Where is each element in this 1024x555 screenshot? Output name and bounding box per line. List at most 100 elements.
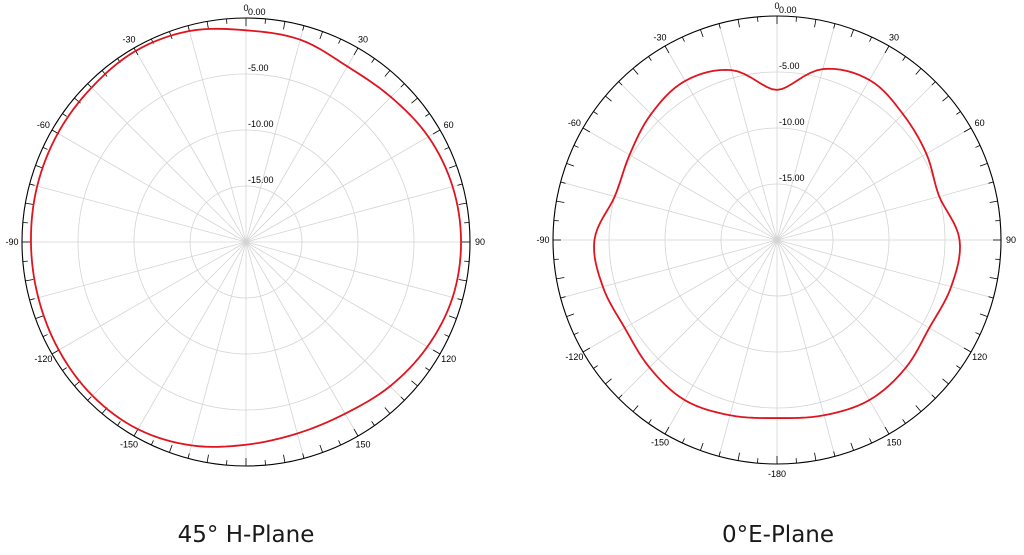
angle-label: 90: [475, 237, 485, 247]
angle-tick: [942, 378, 949, 385]
angle-tick: [989, 277, 998, 280]
h-plane-title: 45° H-Plane: [177, 522, 315, 548]
angle-tick: [979, 163, 988, 167]
angle-tick: [573, 144, 579, 148]
grid-ring: [133, 129, 359, 355]
angle-tick: [35, 315, 44, 319]
angle-tick: [42, 334, 48, 338]
angle-tick: [700, 442, 704, 451]
angle-tick: [989, 200, 998, 203]
angle-tick: [353, 428, 359, 437]
angle-tick: [25, 202, 34, 205]
angle-tick: [869, 438, 873, 444]
e-plane-title: 0°E-Plane: [721, 522, 835, 548]
angle-label: 120: [972, 352, 987, 362]
h-plane-polar-plot: 0.00 -5.00 -10.00 -15.00 0 30 60 90 120 150 -150 -1…: [5, 3, 485, 467]
ring-label: 0.00: [779, 5, 797, 15]
angle-tick: [814, 452, 817, 461]
angle-tick: [915, 68, 922, 75]
angle-tick: [384, 407, 391, 414]
angle-label: -120: [34, 354, 52, 364]
angle-tick: [319, 444, 323, 453]
angle-tick: [457, 298, 463, 301]
angle-tick: [87, 83, 92, 88]
angle-label: 0: [243, 3, 248, 13]
angle-tick: [458, 202, 467, 205]
angle-tick: [169, 444, 173, 453]
angle-tick: [448, 165, 457, 169]
angle-tick: [963, 347, 972, 353]
ring-label: -5.00: [248, 63, 269, 73]
angle-tick: [448, 315, 457, 319]
angle-tick: [133, 428, 139, 437]
angle-tick: [384, 70, 391, 77]
angle-tick: [319, 31, 323, 40]
angle-tick: [87, 396, 92, 401]
angle-tick: [988, 296, 994, 299]
angle-tick: [988, 181, 994, 184]
grid-ring: [720, 183, 834, 297]
angle-tick: [593, 111, 598, 115]
angle-tick: [814, 19, 817, 28]
ring-label: -5.00: [779, 61, 800, 71]
angle-tick: [573, 332, 579, 336]
angle-tick: [975, 332, 981, 336]
angle-tick: [444, 146, 450, 150]
angle-tick: [566, 313, 575, 317]
radiation-pattern-line: [593, 67, 961, 419]
angle-tick: [187, 453, 190, 459]
angle-tick: [664, 426, 670, 435]
angle-tick: [664, 45, 670, 54]
angle-label: 150: [355, 440, 370, 450]
angle-label: -90: [5, 237, 18, 247]
angle-tick: [605, 378, 612, 385]
angle-tick: [566, 163, 575, 167]
angle-label: -180: [768, 469, 786, 479]
angle-label: 30: [889, 32, 899, 42]
angle-tick: [206, 454, 209, 463]
angle-label: 0: [774, 1, 779, 11]
angle-tick: [681, 36, 685, 42]
angle-tick: [400, 83, 405, 88]
angle-label: -150: [651, 438, 669, 448]
angle-tick: [283, 21, 286, 30]
angle-label: -60: [568, 118, 581, 128]
angle-tick: [850, 442, 854, 451]
grid-ring: [664, 127, 890, 353]
angle-tick: [605, 95, 612, 102]
angle-tick: [884, 45, 890, 54]
angle-tick: [411, 97, 418, 104]
angle-label: -60: [37, 120, 50, 130]
angle-tick: [302, 25, 305, 31]
angle-tick: [62, 113, 67, 117]
angle-tick: [62, 367, 67, 371]
angle-tick: [681, 438, 685, 444]
angle-tick: [25, 279, 34, 282]
angle-tick: [29, 298, 35, 301]
ring-label: -10.00: [248, 119, 274, 129]
angle-tick: [618, 81, 623, 86]
angle-tick: [353, 47, 359, 56]
angle-tick: [51, 349, 60, 355]
angle-label: 30: [358, 34, 368, 44]
radiation-pattern-line: [30, 27, 462, 448]
angle-tick: [150, 440, 154, 446]
angle-tick: [833, 23, 836, 29]
angle-tick: [931, 81, 936, 86]
angle-tick: [632, 68, 639, 75]
angle-tick: [400, 396, 405, 401]
angle-label: -30: [122, 34, 135, 44]
angle-tick: [648, 56, 652, 61]
angle-tick: [425, 367, 430, 371]
angle-tick: [206, 21, 209, 30]
angle-tick: [979, 313, 988, 317]
ring-label: -10.00: [779, 117, 805, 127]
angle-tick: [737, 452, 740, 461]
angle-tick: [956, 365, 961, 369]
angle-tick: [850, 29, 854, 38]
angle-tick: [458, 279, 467, 282]
angle-tick: [444, 334, 450, 338]
angle-label: 60: [444, 120, 454, 130]
angle-tick: [902, 419, 906, 424]
grid-ring: [189, 185, 303, 299]
